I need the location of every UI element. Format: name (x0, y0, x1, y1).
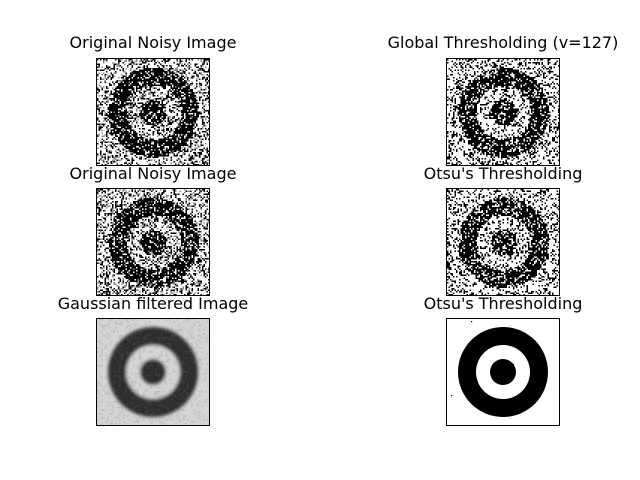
panel-title-original-noisy-1: Original Noisy Image (69, 33, 237, 52)
image-global-threshold (447, 59, 559, 165)
panel-title-original-noisy-2: Original Noisy Image (69, 164, 237, 183)
panel-otsu-threshold-1 (446, 188, 560, 296)
panel-title-otsu-threshold-1: Otsu's Thresholding (423, 164, 583, 183)
panel-original-noisy-1 (96, 58, 210, 166)
panel-gaussian-filtered (96, 318, 210, 426)
panel-title-global-threshold: Global Thresholding (v=127) (387, 33, 619, 52)
panel-original-noisy-2 (96, 188, 210, 296)
image-otsu-threshold-1 (447, 189, 559, 295)
panel-title-gaussian-filtered: Gaussian filtered Image (57, 294, 249, 313)
image-original-noisy-1 (97, 59, 209, 165)
panel-global-threshold (446, 58, 560, 166)
panel-title-otsu-threshold-2: Otsu's Thresholding (423, 294, 583, 313)
image-original-noisy-2 (97, 189, 209, 295)
image-gaussian-filtered (97, 319, 209, 425)
image-otsu-threshold-2 (447, 319, 559, 425)
panel-otsu-threshold-2 (446, 318, 560, 426)
